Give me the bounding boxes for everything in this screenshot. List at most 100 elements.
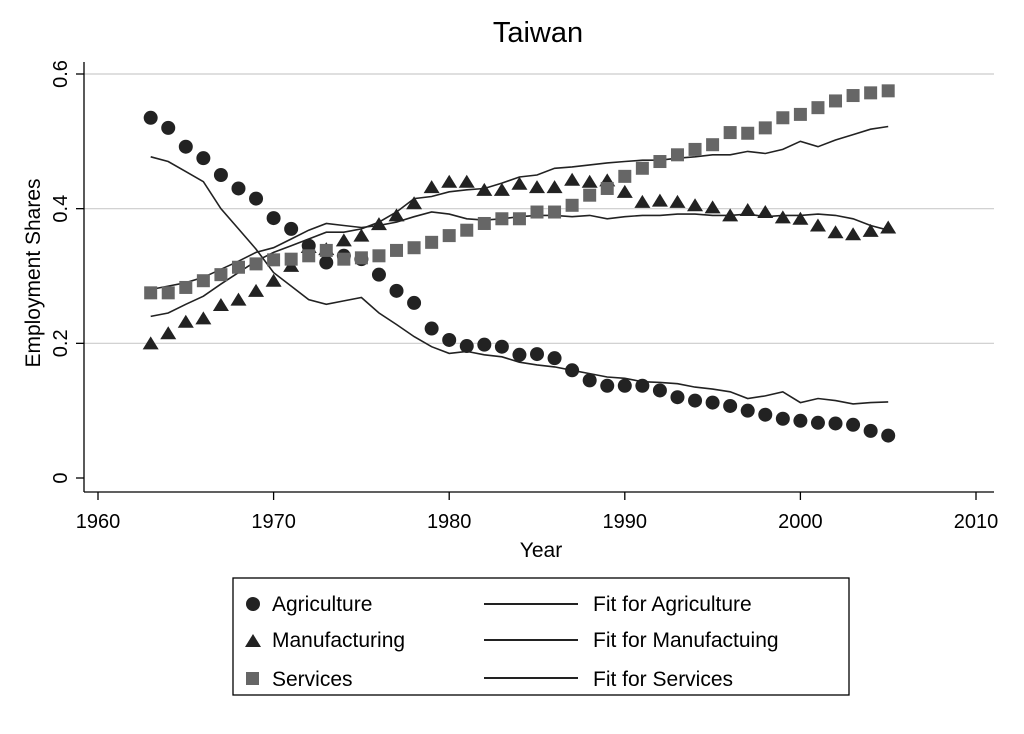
y-tick-label: 0 xyxy=(50,472,72,483)
marker-manufacturing xyxy=(880,220,897,234)
marker-manufacturing xyxy=(581,174,598,188)
marker-manufacturing xyxy=(160,326,177,340)
marker-agriculture xyxy=(249,191,264,206)
marker-services xyxy=(249,257,263,271)
marker-manufacturing xyxy=(458,174,475,188)
marker-manufacturing xyxy=(651,193,668,207)
y-axis-ticks: 0 0.2 0.4 0.6 xyxy=(50,60,84,484)
marker-manufacturing xyxy=(546,180,563,194)
marker-services xyxy=(741,126,755,140)
marker-manufacturing xyxy=(212,297,229,311)
marker-manufacturing xyxy=(792,211,809,225)
marker-agriculture xyxy=(670,390,685,405)
marker-agriculture xyxy=(758,407,773,422)
marker-services xyxy=(811,101,825,115)
marker-agriculture xyxy=(459,339,474,354)
marker-manufacturing xyxy=(757,205,774,219)
marker-services xyxy=(846,89,860,103)
legend-fit-manufacturing-label: Fit for Manufactuing xyxy=(593,629,779,652)
marker-agriculture xyxy=(196,151,211,166)
marker-agriculture xyxy=(723,398,738,413)
marker-agriculture xyxy=(407,295,422,310)
legend-agriculture-marker xyxy=(246,597,260,611)
marker-services xyxy=(793,107,807,121)
marker-services xyxy=(706,138,720,152)
marker-manufacturing xyxy=(493,182,510,196)
marker-manufacturing xyxy=(739,203,756,217)
marker-manufacturing xyxy=(441,174,458,188)
marker-agriculture xyxy=(793,413,808,428)
chart-title: Taiwan xyxy=(493,17,583,49)
marker-agriculture xyxy=(477,337,492,352)
marker-services xyxy=(495,212,509,226)
marker-services xyxy=(776,111,790,125)
y-tick-label: 0.6 xyxy=(50,60,72,88)
marker-services xyxy=(600,181,614,195)
marker-manufacturing xyxy=(669,194,686,208)
marker-services xyxy=(302,249,316,263)
marker-manufacturing xyxy=(704,200,721,214)
marker-services xyxy=(179,280,193,294)
marker-manufacturing xyxy=(142,336,159,350)
marker-manufacturing xyxy=(687,198,704,212)
marker-manufacturing xyxy=(248,283,265,297)
marker-agriculture xyxy=(828,416,843,431)
marker-manufacturing xyxy=(845,227,862,241)
marker-agriculture xyxy=(810,415,825,430)
marker-agriculture xyxy=(547,351,562,366)
marker-agriculture xyxy=(635,378,650,393)
marker-manufacturing xyxy=(634,194,651,208)
legend-manufacturing-label: Manufacturing xyxy=(272,629,405,652)
marker-services xyxy=(548,205,562,219)
marker-services xyxy=(425,235,439,249)
marker-agriculture xyxy=(652,383,667,398)
marker-agriculture xyxy=(775,411,790,426)
fit-line-agriculture xyxy=(150,156,889,405)
marker-manufacturing xyxy=(353,228,370,242)
marker-services xyxy=(407,241,421,255)
marker-manufacturing xyxy=(511,176,528,190)
legend-box xyxy=(232,577,850,696)
marker-services xyxy=(758,121,772,135)
marker-services xyxy=(144,286,158,300)
marker-manufacturing xyxy=(265,273,282,287)
marker-services xyxy=(337,252,351,266)
marker-services xyxy=(723,126,737,140)
marker-services xyxy=(829,94,843,108)
marker-manufacturing xyxy=(774,210,791,224)
x-tick-label: 1990 xyxy=(603,511,648,533)
marker-services xyxy=(512,212,526,226)
marker-services xyxy=(231,260,245,274)
marker-services xyxy=(284,252,298,266)
y-tick-label: 0.4 xyxy=(50,195,72,223)
marker-agriculture xyxy=(284,221,299,236)
marker-manufacturing xyxy=(406,196,423,210)
marker-services xyxy=(214,268,228,282)
plot-frame xyxy=(83,62,994,493)
legend: Agriculture Manufacturing Services Fit f… xyxy=(232,577,850,696)
x-tick-label: 1980 xyxy=(427,511,472,533)
legend-services-label: Services xyxy=(272,668,353,691)
marker-agriculture xyxy=(143,110,158,125)
marker-agriculture xyxy=(213,168,228,182)
marker-manufacturing xyxy=(529,180,545,194)
marker-services xyxy=(161,286,175,300)
marker-services xyxy=(670,148,684,162)
marker-services xyxy=(196,274,210,288)
legend-agriculture-label: Agriculture xyxy=(272,593,372,616)
marker-agriculture xyxy=(863,423,878,438)
marker-manufacturing xyxy=(827,225,844,239)
marker-manufacturing xyxy=(564,172,581,186)
marker-agriculture xyxy=(600,378,615,393)
x-tick-label: 2010 xyxy=(954,511,999,533)
marker-manufacturing xyxy=(177,314,194,328)
legend-fit-agriculture-label: Fit for Agriculture xyxy=(593,593,752,616)
marker-manufacturing xyxy=(388,208,405,222)
marker-agriculture xyxy=(494,339,509,354)
marker-services xyxy=(354,251,368,265)
y-axis-label: Employment Shares xyxy=(22,178,45,367)
marker-manufacturing xyxy=(370,217,387,231)
marker-agriculture xyxy=(161,120,176,135)
marker-manufacturing xyxy=(476,182,493,196)
